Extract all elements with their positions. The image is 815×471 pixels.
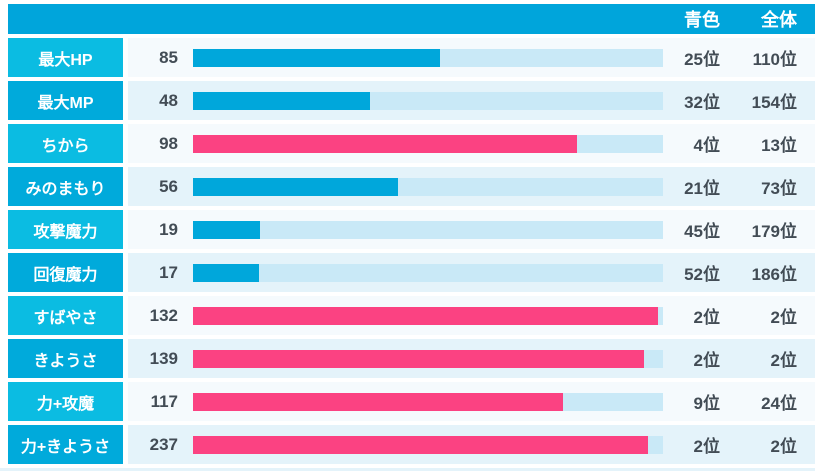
row-band: 139 2位 2位 — [128, 339, 815, 378]
rank-blue: 2位 — [693, 437, 720, 456]
bar-fill — [193, 349, 645, 368]
stat-label: 力+攻魔 — [8, 382, 123, 421]
bar-fill — [193, 392, 563, 411]
row-band: 98 4位 13位 — [128, 124, 815, 163]
bar-track — [193, 435, 663, 454]
bar-fill — [193, 48, 440, 67]
bar-track — [193, 263, 663, 282]
row-band: 17 52位 186位 — [128, 253, 815, 292]
bar-fill — [193, 263, 260, 282]
table-header-row: 青色 全体 — [8, 4, 815, 34]
bar-fill — [193, 220, 261, 239]
table-row: 回復魔力 17 52位 186位 — [8, 253, 815, 292]
row-band: 132 2位 2位 — [128, 296, 815, 335]
bar-track — [193, 177, 663, 196]
table-row: きようさ 139 2位 2位 — [8, 339, 815, 378]
rank-overall: 73位 — [761, 179, 797, 198]
row-band: 117 9位 24位 — [128, 382, 815, 421]
stat-value: 19 — [159, 219, 178, 239]
rank-overall: 2位 — [770, 437, 797, 456]
stat-value: 48 — [159, 90, 178, 110]
column-header-blue: 青色 — [684, 10, 720, 30]
bar-track — [193, 134, 663, 153]
column-header-overall: 全体 — [761, 10, 797, 30]
rank-blue: 25位 — [684, 50, 720, 69]
table-row: 最大HP 85 25位 110位 — [8, 38, 815, 77]
stat-label: すばやさ — [8, 296, 123, 335]
rank-overall: 179位 — [751, 222, 797, 241]
rank-overall: 2位 — [770, 308, 797, 327]
row-band: 237 2位 2位 — [128, 425, 815, 464]
rank-overall: 24位 — [761, 394, 797, 413]
rank-overall: 186位 — [751, 265, 797, 284]
stat-label: 最大MP — [8, 81, 123, 120]
stat-value: 85 — [159, 47, 178, 67]
stat-label: 攻撃魔力 — [8, 210, 123, 249]
table-row: すばやさ 132 2位 2位 — [8, 296, 815, 335]
rank-overall: 154位 — [751, 93, 797, 112]
stat-value: 98 — [159, 133, 178, 153]
table-row: ちから 98 4位 13位 — [8, 124, 815, 163]
rank-blue: 2位 — [693, 308, 720, 327]
table-row: 力+きようさ 237 2位 2位 — [8, 425, 815, 464]
stat-label: 力+きようさ — [8, 425, 123, 464]
rank-blue: 21位 — [684, 179, 720, 198]
rank-blue: 9位 — [693, 394, 720, 413]
bar-track — [193, 220, 663, 239]
bar-track — [193, 48, 663, 67]
bar-fill — [193, 435, 648, 454]
bar-fill — [193, 134, 578, 153]
bar-track — [193, 392, 663, 411]
stat-value: 117 — [150, 391, 178, 411]
row-band: 19 45位 179位 — [128, 210, 815, 249]
bar-fill — [193, 91, 371, 110]
row-band: 48 32位 154位 — [128, 81, 815, 120]
table-row: みのまもり 56 21位 73位 — [8, 167, 815, 206]
bar-track — [193, 91, 663, 110]
stat-label: みのまもり — [8, 167, 123, 206]
table-row: 力+攻魔 117 9位 24位 — [8, 382, 815, 421]
rank-blue: 32位 — [684, 93, 720, 112]
bar-fill — [193, 306, 658, 325]
rank-blue: 52位 — [684, 265, 720, 284]
stat-label: きようさ — [8, 339, 123, 378]
rank-overall: 13位 — [761, 136, 797, 155]
bar-fill — [193, 177, 399, 196]
stat-value: 17 — [159, 262, 178, 282]
stat-label: 回復魔力 — [8, 253, 123, 292]
rank-blue: 4位 — [693, 136, 720, 155]
stat-value: 237 — [149, 434, 178, 454]
row-band: 85 25位 110位 — [128, 38, 815, 77]
stat-label: 最大HP — [8, 38, 123, 77]
table-row: 最大MP 48 32位 154位 — [8, 81, 815, 120]
rank-blue: 2位 — [693, 351, 720, 370]
rank-overall: 110位 — [752, 50, 797, 69]
stat-value: 132 — [149, 305, 178, 325]
stat-value: 56 — [159, 176, 178, 196]
bottom-strip — [0, 468, 815, 471]
rank-blue: 45位 — [684, 222, 720, 241]
bar-track — [193, 306, 663, 325]
stat-label: ちから — [8, 124, 123, 163]
stat-value: 139 — [149, 348, 178, 368]
row-band: 56 21位 73位 — [128, 167, 815, 206]
table-row: 攻撃魔力 19 45位 179位 — [8, 210, 815, 249]
bar-track — [193, 349, 663, 368]
rank-overall: 2位 — [770, 351, 797, 370]
stat-rows: 最大HP 85 25位 110位 最大MP 48 32位 154位 ちから 98 — [0, 38, 815, 464]
